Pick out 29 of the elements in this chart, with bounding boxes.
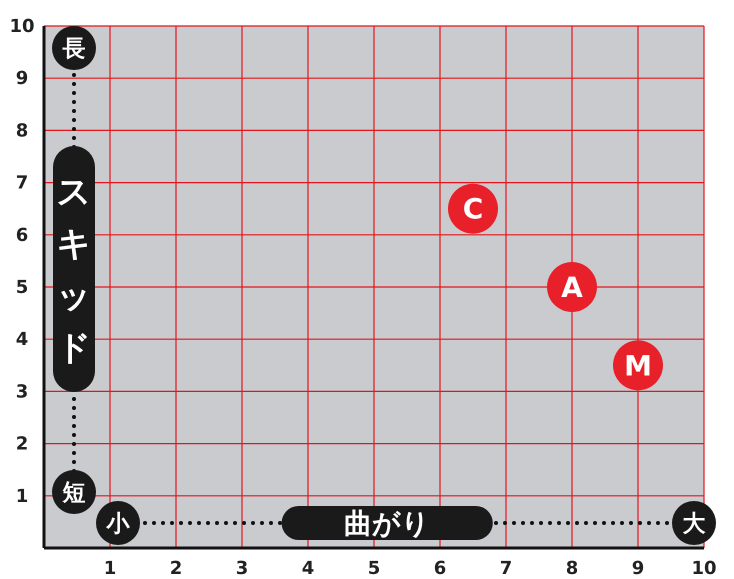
y-tick-label: 7 xyxy=(16,172,28,194)
annotation: 長 xyxy=(62,36,86,62)
x-tick-label: 8 xyxy=(566,558,578,579)
y-tick-label: 3 xyxy=(16,381,28,402)
annotation: 小 xyxy=(106,511,130,537)
x-tick-label: 5 xyxy=(368,558,380,579)
y-axis-title: スキッド xyxy=(56,172,92,368)
y-tick-label: 4 xyxy=(16,329,28,350)
series-label: M xyxy=(624,349,652,382)
x-axis-title: 曲がり xyxy=(344,507,430,540)
y-tick-label: 1 xyxy=(16,486,28,507)
x-tick-label: 1 xyxy=(104,558,116,579)
y-tick-label: 5 xyxy=(16,277,28,298)
series-label: A xyxy=(561,271,584,304)
x-tick-label: 9 xyxy=(632,558,644,579)
x-tick-label: 4 xyxy=(302,558,314,579)
x-tick-label: 2 xyxy=(170,558,182,579)
y-tick-label: 10 xyxy=(9,16,35,37)
y-tick-label: 9 xyxy=(16,68,28,90)
annotation: 大 xyxy=(682,511,706,537)
annotation: 短 xyxy=(62,480,86,506)
series-label: C xyxy=(462,192,484,226)
y-tick-label: 2 xyxy=(16,434,28,455)
y-tick-label: 6 xyxy=(16,224,28,246)
y-tick-label: 8 xyxy=(16,120,28,142)
x-tick-label: 6 xyxy=(434,558,446,579)
x-tick-label: 3 xyxy=(236,558,248,579)
x-tick-label: 10 xyxy=(691,558,717,579)
x-tick-label: 7 xyxy=(500,558,512,579)
